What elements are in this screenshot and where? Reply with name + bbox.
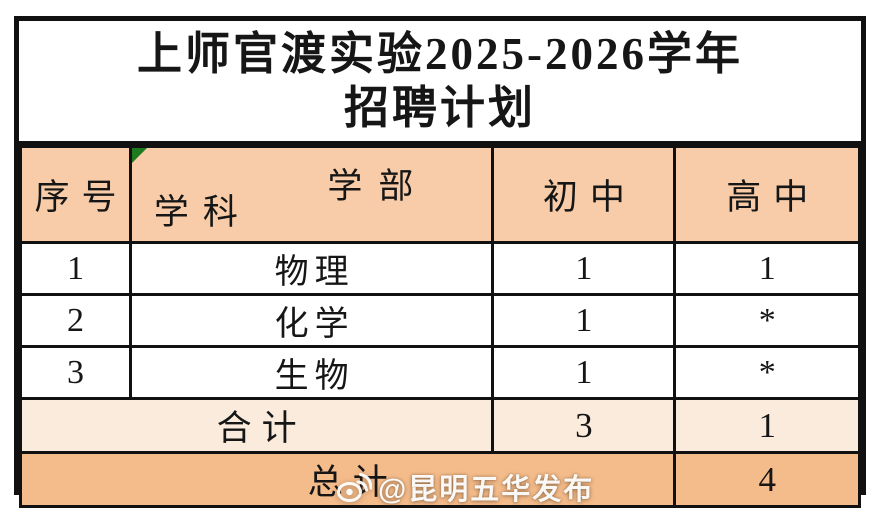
subtotal-senior: 1 — [673, 397, 861, 454]
table-row: 2 化学 1 * — [19, 293, 861, 348]
row-number: 2 — [19, 293, 132, 348]
total-label: 总计 — [18, 451, 677, 508]
row-subject: 化学 — [128, 293, 495, 348]
row-senior-count: * — [673, 345, 861, 400]
green-corner-marker-icon — [133, 149, 147, 163]
recruitment-table: 序号 学部 学科 初中 高中 1 物理 1 1 2 — [18, 145, 861, 508]
total-row: 总计 4 — [18, 451, 861, 508]
row-subject: 物理 — [128, 241, 495, 296]
header-department-label: 学部 — [327, 167, 430, 206]
subtotal-label: 合计 — [18, 397, 495, 454]
recruitment-plan-sheet: 上师官渡实验2025-2026学年 招聘计划 序号 学部 学科 初中 — [14, 16, 866, 508]
table-header-row: 序号 学部 学科 初中 高中 — [19, 145, 861, 244]
row-senior-count: * — [673, 293, 861, 348]
row-junior-count: 1 — [491, 293, 677, 348]
title-line-1: 上师官渡实验2025-2026学年 — [137, 29, 743, 79]
sheet-title: 上师官渡实验2025-2026学年 招聘计划 — [19, 21, 861, 145]
total-value: 4 — [673, 451, 861, 508]
title-line-2: 招聘计划 — [343, 83, 536, 133]
header-senior-cell: 高中 — [673, 145, 861, 244]
table-row: 3 生物 1 * — [19, 345, 861, 400]
row-number: 3 — [19, 345, 132, 400]
row-junior-count: 1 — [491, 345, 677, 400]
header-serial-cell: 序号 — [19, 145, 132, 244]
header-diagonal-cell: 学部 学科 — [128, 145, 495, 244]
row-subject: 生物 — [128, 345, 495, 400]
header-subject-label: 学科 — [153, 193, 252, 232]
subtotal-junior: 3 — [491, 397, 677, 454]
table-row: 1 物理 1 1 — [19, 241, 861, 296]
row-junior-count: 1 — [491, 241, 677, 296]
row-senior-count: 1 — [673, 241, 861, 296]
row-number: 1 — [19, 241, 132, 296]
header-junior-cell: 初中 — [491, 145, 677, 244]
subtotal-row: 合计 3 1 — [18, 397, 861, 454]
